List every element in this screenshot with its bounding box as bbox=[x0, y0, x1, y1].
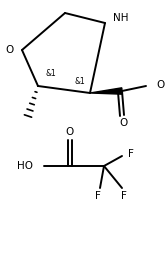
Text: NH: NH bbox=[113, 13, 129, 23]
Text: O: O bbox=[66, 127, 74, 137]
Text: F: F bbox=[128, 149, 134, 159]
Text: OH: OH bbox=[156, 80, 165, 90]
Text: HO: HO bbox=[17, 161, 33, 171]
Text: F: F bbox=[95, 191, 101, 201]
Polygon shape bbox=[90, 88, 122, 94]
Text: &1: &1 bbox=[46, 69, 57, 78]
Text: F: F bbox=[121, 191, 127, 201]
Text: O: O bbox=[120, 118, 128, 128]
Text: &1: &1 bbox=[74, 77, 85, 85]
Text: O: O bbox=[6, 45, 14, 55]
